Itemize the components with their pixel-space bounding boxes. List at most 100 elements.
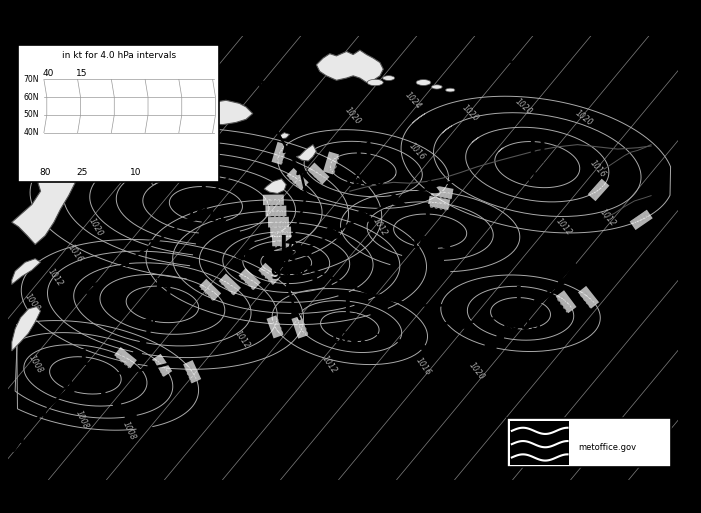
- Polygon shape: [271, 124, 281, 130]
- Text: 1004: 1004: [115, 348, 136, 367]
- Polygon shape: [101, 368, 111, 380]
- Polygon shape: [180, 219, 190, 225]
- Polygon shape: [454, 298, 463, 305]
- Polygon shape: [432, 85, 442, 89]
- Text: 1024: 1024: [142, 134, 162, 155]
- Text: 1008: 1008: [27, 353, 44, 375]
- Text: 40: 40: [43, 69, 54, 78]
- Polygon shape: [263, 245, 273, 255]
- Text: 1016: 1016: [266, 206, 286, 215]
- Text: metoffice.gov: metoffice.gov: [578, 443, 637, 452]
- Polygon shape: [297, 145, 316, 161]
- Text: ×: ×: [74, 379, 83, 389]
- Polygon shape: [534, 297, 543, 303]
- Text: H: H: [355, 142, 372, 162]
- Polygon shape: [280, 133, 290, 139]
- Text: 1020: 1020: [589, 180, 608, 200]
- Polygon shape: [294, 214, 304, 221]
- Text: 1028: 1028: [55, 150, 69, 171]
- Text: 25: 25: [76, 168, 88, 177]
- Text: ×: ×: [423, 240, 431, 249]
- Text: 1008: 1008: [153, 354, 171, 376]
- Text: ×: ×: [332, 324, 341, 334]
- Text: ×: ×: [192, 198, 200, 207]
- Polygon shape: [559, 278, 567, 284]
- Text: 1012: 1012: [598, 207, 618, 228]
- Polygon shape: [358, 210, 373, 221]
- Text: 1002: 1002: [329, 331, 371, 346]
- Polygon shape: [499, 311, 510, 322]
- Text: 1027: 1027: [141, 309, 184, 324]
- Text: 1008: 1008: [428, 196, 449, 209]
- Text: L: L: [199, 177, 212, 198]
- Text: 1008: 1008: [557, 291, 576, 312]
- Polygon shape: [149, 239, 159, 246]
- Polygon shape: [283, 146, 293, 152]
- Text: 1024: 1024: [273, 143, 287, 164]
- Polygon shape: [244, 249, 251, 254]
- Polygon shape: [374, 295, 385, 301]
- Text: ×: ×: [536, 155, 545, 165]
- Text: 1012: 1012: [579, 287, 598, 308]
- Text: H: H: [529, 137, 546, 157]
- Text: ×: ×: [155, 295, 163, 305]
- Text: L: L: [514, 286, 527, 306]
- Text: 1016: 1016: [240, 269, 260, 289]
- Text: 1012: 1012: [259, 264, 280, 284]
- Text: 1008: 1008: [22, 291, 41, 313]
- Text: 1016: 1016: [588, 159, 607, 180]
- Polygon shape: [284, 285, 294, 291]
- Polygon shape: [296, 245, 311, 255]
- Bar: [510, 421, 569, 465]
- Polygon shape: [316, 50, 383, 83]
- Text: 1001: 1001: [409, 236, 451, 251]
- Text: 1028: 1028: [324, 152, 338, 173]
- Text: 1012: 1012: [320, 353, 339, 375]
- Text: 1036: 1036: [103, 105, 115, 126]
- Polygon shape: [306, 266, 316, 272]
- Text: 1020: 1020: [87, 216, 104, 238]
- Polygon shape: [15, 437, 23, 443]
- Text: 1020: 1020: [139, 168, 158, 188]
- Polygon shape: [148, 362, 160, 372]
- Text: 1012: 1012: [233, 329, 252, 350]
- Polygon shape: [367, 80, 383, 86]
- Polygon shape: [12, 259, 41, 284]
- Text: 1020: 1020: [264, 195, 283, 205]
- Bar: [18, 45, 219, 182]
- Text: 1020: 1020: [514, 97, 534, 117]
- Text: 80: 80: [39, 168, 51, 177]
- Text: 10: 10: [130, 168, 142, 177]
- Polygon shape: [292, 308, 302, 314]
- Text: L: L: [280, 235, 293, 255]
- Text: 70N: 70N: [24, 75, 39, 84]
- Polygon shape: [215, 180, 230, 188]
- Text: 1008: 1008: [74, 409, 90, 430]
- Text: 50N: 50N: [24, 110, 39, 120]
- Text: 1008: 1008: [121, 420, 137, 442]
- Text: 1024: 1024: [404, 90, 423, 110]
- Text: 1024: 1024: [516, 169, 559, 185]
- Text: 1012: 1012: [46, 267, 64, 288]
- Polygon shape: [64, 386, 72, 392]
- Text: ×: ×: [503, 315, 511, 325]
- Text: L: L: [79, 348, 92, 368]
- Text: 1012: 1012: [554, 216, 574, 237]
- Text: 40N: 40N: [24, 128, 39, 137]
- Polygon shape: [260, 101, 270, 107]
- Polygon shape: [569, 262, 578, 268]
- Text: 999: 999: [271, 267, 302, 282]
- Polygon shape: [512, 60, 521, 65]
- Polygon shape: [286, 238, 296, 244]
- Text: 1000: 1000: [64, 380, 107, 396]
- Text: 1016: 1016: [631, 211, 652, 229]
- Text: 1016: 1016: [414, 356, 433, 377]
- Text: 1024: 1024: [200, 280, 220, 300]
- Text: L: L: [343, 300, 357, 320]
- Polygon shape: [446, 88, 455, 92]
- Polygon shape: [179, 100, 253, 125]
- Polygon shape: [37, 410, 46, 417]
- Polygon shape: [92, 282, 101, 289]
- Text: 60N: 60N: [24, 93, 39, 102]
- Text: 1020: 1020: [287, 169, 308, 189]
